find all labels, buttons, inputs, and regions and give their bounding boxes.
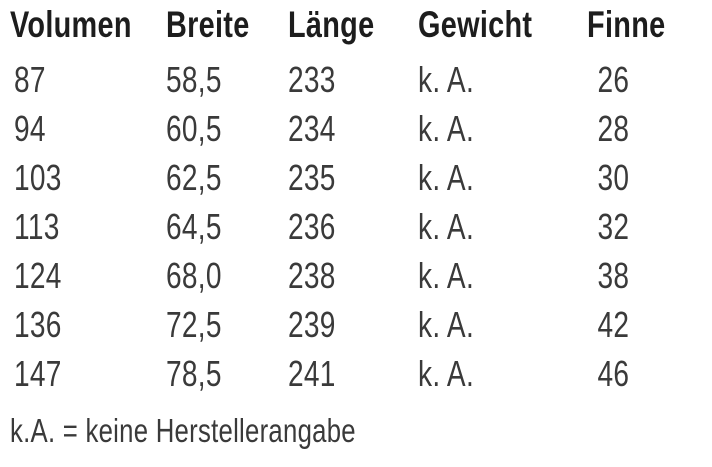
cell-volumen: 113 [14,205,60,247]
cell-breite: 58,5 [166,58,222,100]
cell-volumen: 94 [14,107,46,149]
cell-gewicht: k. A. [418,58,475,100]
cell-gewicht: k. A. [418,254,475,296]
cell-volumen: 124 [14,254,62,296]
table-row: 94 60,5 234 k. A. 28 [10,104,712,153]
header-gewicht: Gewicht [418,4,533,45]
cell-gewicht: k. A. [418,303,475,345]
cell-breite: 64,5 [166,205,222,247]
cell-finne: 42 [597,303,629,345]
cell-laenge: 241 [288,352,336,394]
cell-gewicht: k. A. [418,156,475,198]
table-row: 136 72,5 239 k. A. 42 [10,300,712,349]
table-row: 103 62,5 235 k. A. 30 [10,153,712,202]
cell-laenge: 239 [288,303,336,345]
cell-laenge: 238 [288,254,336,296]
cell-finne: 38 [597,254,629,296]
cell-gewicht: k. A. [418,352,475,394]
cell-volumen: 87 [14,58,46,100]
cell-gewicht: k. A. [418,205,475,247]
header-laenge: Länge [288,4,375,45]
cell-finne: 32 [597,205,629,247]
cell-laenge: 235 [288,156,336,198]
footnote: k.A. = keine Herstellerangabe [10,412,356,449]
cell-volumen: 136 [14,303,62,345]
table-row: 147 78,5 241 k. A. 46 [10,349,712,398]
table-header-row: Volumen Breite Länge Gewicht Finne [10,2,712,48]
table-row: 113 64,5 236 k. A. 32 [10,202,712,251]
cell-breite: 60,5 [166,107,222,149]
header-breite: Breite [166,4,250,45]
cell-breite: 68,0 [166,254,222,296]
cell-finne: 26 [597,58,629,100]
cell-volumen: 147 [14,352,62,394]
header-volumen: Volumen [10,4,132,45]
cell-finne: 46 [597,352,629,394]
cell-finne: 28 [597,107,629,149]
cell-breite: 78,5 [166,352,222,394]
cell-volumen: 103 [14,156,62,198]
cell-breite: 62,5 [166,156,222,198]
cell-breite: 72,5 [166,303,222,345]
cell-laenge: 234 [288,107,336,149]
cell-laenge: 236 [288,205,336,247]
cell-gewicht: k. A. [418,107,475,149]
cell-finne: 30 [597,156,629,198]
table-row: 87 58,5 233 k. A. 26 [10,55,712,104]
header-finne: Finne [587,4,666,45]
cell-laenge: 233 [288,58,336,100]
table-row: 124 68,0 238 k. A. 38 [10,251,712,300]
